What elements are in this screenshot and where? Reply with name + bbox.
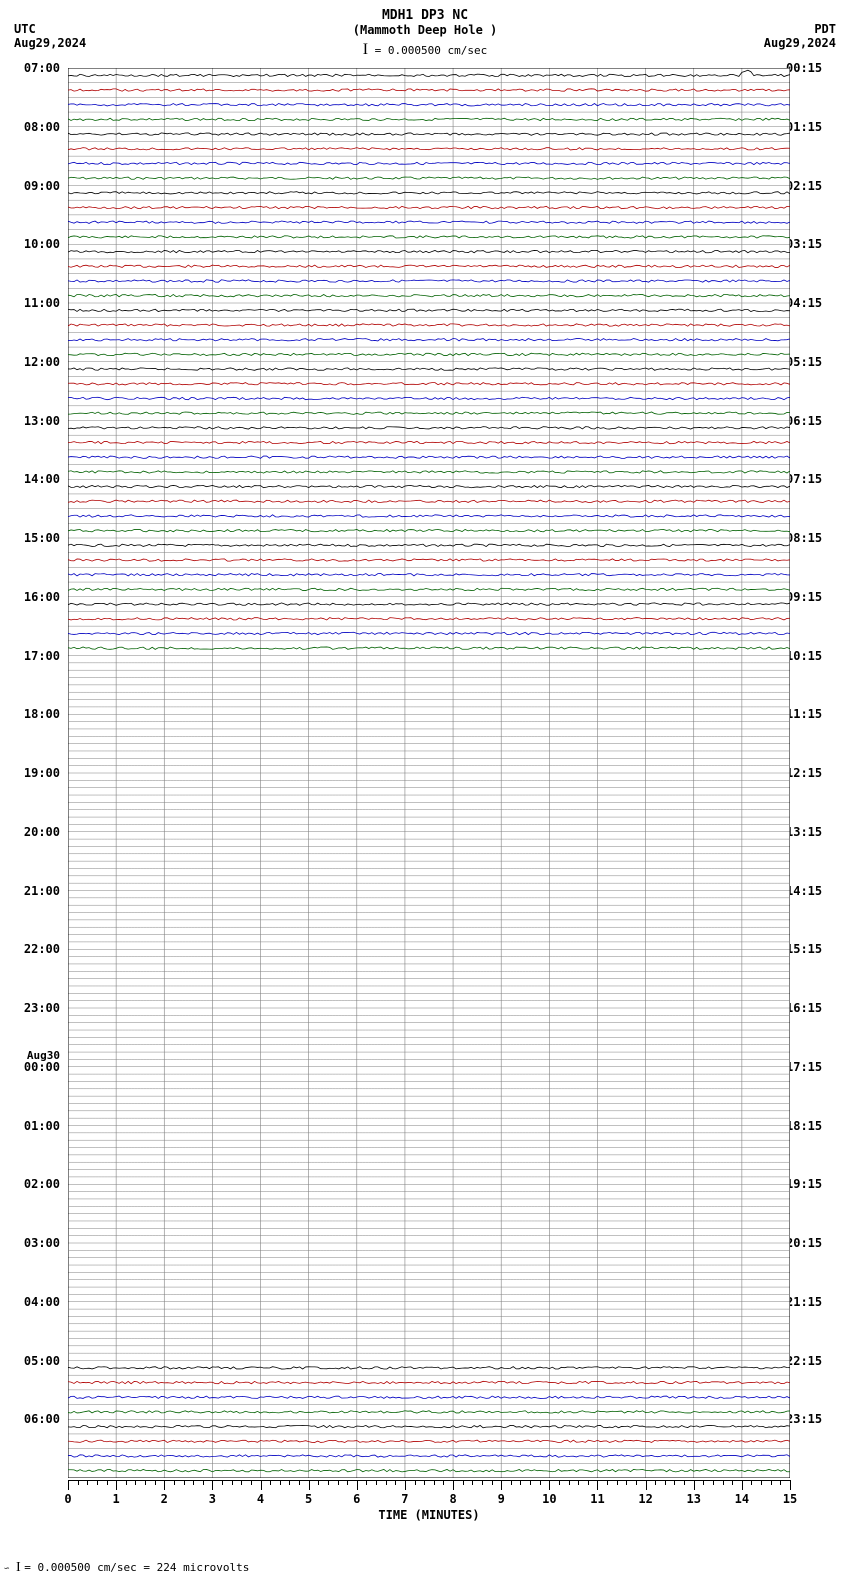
x-tick-label: 1 <box>113 1492 120 1506</box>
pdt-hour-label: 10:15 <box>786 649 822 663</box>
time-axis: TIME (MINUTES) 0123456789101112131415 <box>68 1480 790 1530</box>
utc-hour-labels: 07:0008:0009:0010:0011:0012:0013:0014:00… <box>14 68 64 1478</box>
pdt-hour-label: 15:15 <box>786 942 822 956</box>
utc-hour-label: 06:00 <box>14 1412 60 1426</box>
date-right: Aug29,2024 <box>764 36 836 50</box>
pdt-hour-label: 16:15 <box>786 1001 822 1015</box>
pdt-hour-label: 13:15 <box>786 825 822 839</box>
utc-hour-label: 07:00 <box>14 61 60 75</box>
x-tick-label: 3 <box>209 1492 216 1506</box>
pdt-hour-label: 14:15 <box>786 884 822 898</box>
pdt-hour-labels: 00:1501:1502:1503:1504:1505:1506:1507:15… <box>786 68 836 1478</box>
pdt-hour-label: 04:15 <box>786 296 822 310</box>
pdt-hour-label: 18:15 <box>786 1119 822 1133</box>
x-tick-label: 0 <box>64 1492 71 1506</box>
pdt-hour-label: 19:15 <box>786 1177 822 1191</box>
x-tick-label: 13 <box>686 1492 700 1506</box>
x-tick-label: 15 <box>783 1492 797 1506</box>
pdt-hour-label: 20:15 <box>786 1236 822 1250</box>
date-left: Aug29,2024 <box>14 36 86 50</box>
pdt-hour-label: 17:15 <box>786 1060 822 1074</box>
pdt-hour-label: 03:15 <box>786 237 822 251</box>
footer-text: ∽ I = 0.000500 cm/sec = 224 microvolts <box>4 1560 249 1576</box>
pdt-hour-label: 23:15 <box>786 1412 822 1426</box>
utc-hour-label: 08:00 <box>14 120 60 134</box>
x-tick-label: 14 <box>735 1492 749 1506</box>
utc-hour-label: 01:00 <box>14 1119 60 1133</box>
pdt-hour-label: 02:15 <box>786 179 822 193</box>
helicorder-svg <box>68 68 790 1478</box>
x-tick-label: 2 <box>161 1492 168 1506</box>
utc-hour-label: 04:00 <box>14 1295 60 1309</box>
timezone-left: UTC <box>14 22 36 36</box>
station-subtitle: (Mammoth Deep Hole ) <box>0 23 850 37</box>
helicorder-plot <box>68 68 790 1478</box>
utc-hour-label: 05:00 <box>14 1354 60 1368</box>
x-tick-label: 12 <box>638 1492 652 1506</box>
station-title: MDH1 DP3 NC <box>0 0 850 23</box>
scale-text: = 0.000500 cm/sec <box>375 44 488 57</box>
x-tick-label: 9 <box>498 1492 505 1506</box>
x-tick-label: 4 <box>257 1492 264 1506</box>
utc-hour-label: 16:00 <box>14 590 60 604</box>
x-tick-label: 10 <box>542 1492 556 1506</box>
pdt-hour-label: 01:15 <box>786 120 822 134</box>
utc-hour-label: 23:00 <box>14 1001 60 1015</box>
timezone-right: PDT <box>814 22 836 36</box>
utc-hour-label: 15:00 <box>14 531 60 545</box>
footer-value: = 0.000500 cm/sec = 224 microvolts <box>24 1561 249 1574</box>
scale-indicator: I = 0.000500 cm/sec <box>0 41 850 59</box>
x-tick-label: 6 <box>353 1492 360 1506</box>
x-tick-label: 7 <box>401 1492 408 1506</box>
pdt-hour-label: 08:15 <box>786 531 822 545</box>
utc-hour-label: 11:00 <box>14 296 60 310</box>
pdt-hour-label: 07:15 <box>786 472 822 486</box>
seismogram-container: MDH1 DP3 NC (Mammoth Deep Hole ) I = 0.0… <box>0 0 850 1584</box>
utc-hour-label: 03:00 <box>14 1236 60 1250</box>
pdt-hour-label: 22:15 <box>786 1354 822 1368</box>
utc-hour-label: 10:00 <box>14 237 60 251</box>
utc-hour-label: 19:00 <box>14 766 60 780</box>
utc-hour-label: 22:00 <box>14 942 60 956</box>
utc-hour-label: 18:00 <box>14 707 60 721</box>
pdt-hour-label: 21:15 <box>786 1295 822 1309</box>
utc-hour-label: 00:00 <box>14 1060 60 1074</box>
pdt-hour-label: 06:15 <box>786 414 822 428</box>
utc-hour-label: 20:00 <box>14 825 60 839</box>
pdt-hour-label: 05:15 <box>786 355 822 369</box>
pdt-hour-label: 00:15 <box>786 61 822 75</box>
utc-hour-label: 21:00 <box>14 884 60 898</box>
utc-hour-label: 17:00 <box>14 649 60 663</box>
utc-hour-label: 14:00 <box>14 472 60 486</box>
x-axis-title: TIME (MINUTES) <box>378 1508 479 1522</box>
utc-hour-label: 09:00 <box>14 179 60 193</box>
pdt-hour-label: 09:15 <box>786 590 822 604</box>
utc-hour-label: 13:00 <box>14 414 60 428</box>
utc-hour-label: 12:00 <box>14 355 60 369</box>
pdt-hour-label: 12:15 <box>786 766 822 780</box>
x-tick-label: 5 <box>305 1492 312 1506</box>
utc-hour-label: 02:00 <box>14 1177 60 1191</box>
pdt-hour-label: 11:15 <box>786 707 822 721</box>
x-tick-label: 11 <box>590 1492 604 1506</box>
x-tick-label: 8 <box>449 1492 456 1506</box>
